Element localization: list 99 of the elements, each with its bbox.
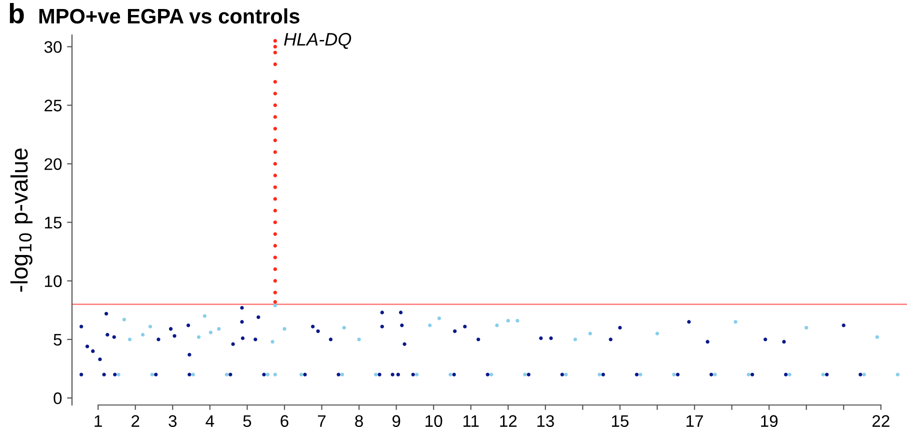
point xyxy=(655,332,660,336)
point xyxy=(340,372,344,376)
point xyxy=(150,372,154,376)
point xyxy=(804,326,808,330)
x-tick-label: 11 xyxy=(463,415,479,427)
point xyxy=(342,326,346,330)
point xyxy=(273,174,277,178)
text: b xyxy=(10,3,24,24)
x-tick-label: 2 xyxy=(132,415,140,427)
point xyxy=(224,372,229,376)
y-tick-label: 5 xyxy=(54,334,62,346)
point xyxy=(273,126,277,131)
point xyxy=(273,80,277,84)
x-tick-label: 17 xyxy=(686,415,703,427)
point xyxy=(788,372,792,376)
point xyxy=(270,340,274,344)
point xyxy=(273,50,277,54)
point xyxy=(273,138,277,142)
point xyxy=(862,372,866,376)
x-tick-label: 10 xyxy=(426,415,442,427)
point xyxy=(273,92,277,96)
point xyxy=(273,372,277,376)
point xyxy=(564,372,568,376)
x-tick-label: 15 xyxy=(612,415,629,427)
point xyxy=(148,324,152,328)
point xyxy=(273,62,277,66)
x-tick-label: 4 xyxy=(206,415,214,427)
x-tick-label: 7 xyxy=(318,415,326,427)
x-tick-label: 1 xyxy=(94,415,102,427)
point xyxy=(506,318,510,323)
point xyxy=(598,372,602,376)
point xyxy=(672,372,676,376)
point xyxy=(437,316,442,320)
point xyxy=(588,332,592,336)
x-tick-label: 9 xyxy=(392,415,400,427)
point xyxy=(273,150,277,154)
annotation: HLA-DQ xyxy=(284,32,352,49)
point xyxy=(273,220,277,224)
point xyxy=(273,103,277,108)
point xyxy=(273,304,277,308)
point xyxy=(638,372,642,376)
point xyxy=(523,372,527,376)
y-tick-label: 20 xyxy=(44,158,62,170)
x-tick-label: 8 xyxy=(355,415,363,427)
x-tick-label: 12 xyxy=(500,415,517,427)
x-tick-label: 6 xyxy=(280,415,288,427)
point xyxy=(746,372,750,376)
point xyxy=(273,290,277,294)
point xyxy=(516,318,520,323)
x-tick-label: 5 xyxy=(243,415,252,427)
point xyxy=(217,327,221,331)
chart-title: MPO+ve EGPA vs controls xyxy=(39,8,300,24)
point xyxy=(273,232,277,236)
point xyxy=(140,332,145,337)
point xyxy=(414,372,419,376)
point xyxy=(573,338,578,342)
point xyxy=(299,372,304,376)
point xyxy=(273,267,277,272)
y-tick-label: 30 xyxy=(44,41,62,53)
y-tick-label: 25 xyxy=(44,100,62,112)
y-tick-label: 15 xyxy=(45,216,62,229)
point xyxy=(273,44,277,49)
point xyxy=(273,39,277,43)
point xyxy=(116,372,120,376)
point xyxy=(273,244,277,248)
point xyxy=(821,372,825,376)
point xyxy=(374,372,378,376)
point xyxy=(428,324,432,328)
point xyxy=(273,256,277,260)
point xyxy=(202,314,207,318)
point xyxy=(273,197,277,201)
point xyxy=(208,330,213,334)
point xyxy=(875,335,880,339)
point xyxy=(273,300,277,304)
point xyxy=(490,372,494,376)
point xyxy=(266,372,270,376)
y-tick-label: 0 xyxy=(54,392,62,404)
point xyxy=(273,162,277,166)
x-tick-label: 3 xyxy=(168,415,177,427)
point xyxy=(122,318,126,322)
x-tick-label: 19 xyxy=(761,415,778,427)
point xyxy=(357,338,361,342)
point xyxy=(734,320,738,324)
point xyxy=(273,279,277,283)
point xyxy=(128,338,132,342)
y-tick-label: 10 xyxy=(45,275,62,288)
point xyxy=(273,185,277,190)
point xyxy=(196,335,201,339)
point xyxy=(273,208,277,212)
point xyxy=(273,115,277,119)
point xyxy=(448,372,452,376)
y-axis-title: -log$_{10}$ p-value xyxy=(10,148,32,292)
point xyxy=(495,324,499,328)
point xyxy=(282,327,286,331)
x-tick-label: 22 xyxy=(872,415,890,427)
point xyxy=(191,372,195,376)
point xyxy=(896,372,900,376)
x-tick-label: 13 xyxy=(537,415,554,427)
point xyxy=(713,372,717,376)
